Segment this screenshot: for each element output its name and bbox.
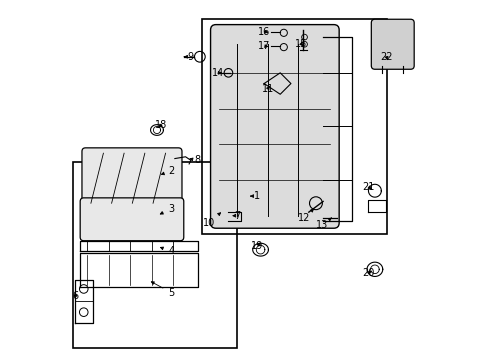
Text: 20: 20 <box>362 268 374 278</box>
Text: 19: 19 <box>250 241 263 251</box>
Text: 10: 10 <box>202 213 220 228</box>
Text: 1: 1 <box>250 191 260 201</box>
Text: 4: 4 <box>160 247 174 256</box>
Text: 14: 14 <box>211 68 224 78</box>
Text: 11: 11 <box>261 84 273 94</box>
Text: 6: 6 <box>72 291 79 301</box>
Text: 16: 16 <box>258 27 270 37</box>
Text: 22: 22 <box>380 52 392 62</box>
Text: 21: 21 <box>362 182 374 192</box>
Text: 7: 7 <box>232 211 240 221</box>
Text: 17: 17 <box>258 41 270 51</box>
Text: 9: 9 <box>184 52 193 62</box>
FancyBboxPatch shape <box>82 148 182 212</box>
Bar <box>201 19 386 234</box>
Bar <box>73 162 237 348</box>
Text: 13: 13 <box>316 218 331 230</box>
Text: 15: 15 <box>294 39 306 49</box>
Text: 5: 5 <box>151 282 174 297</box>
Text: 18: 18 <box>155 120 167 130</box>
FancyBboxPatch shape <box>210 24 339 228</box>
FancyBboxPatch shape <box>370 19 413 69</box>
FancyBboxPatch shape <box>80 198 183 241</box>
Text: 2: 2 <box>161 166 174 176</box>
Text: 8: 8 <box>190 156 200 165</box>
Text: 3: 3 <box>160 203 174 214</box>
Text: 12: 12 <box>298 209 313 222</box>
